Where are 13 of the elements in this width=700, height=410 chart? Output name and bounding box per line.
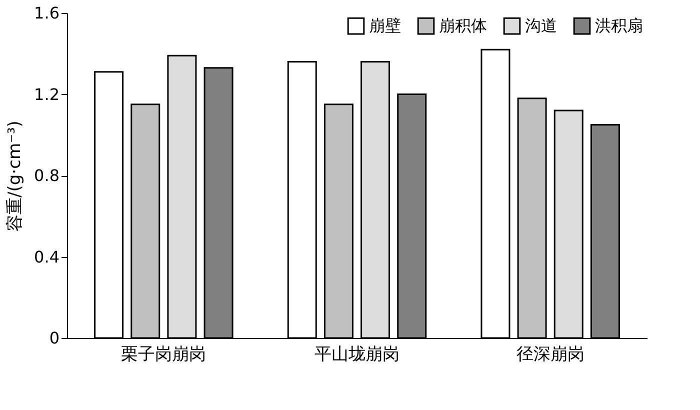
x-tick-label: 平山垅崩岗 xyxy=(314,344,400,364)
y-tick-label: 0.8 xyxy=(34,166,60,185)
y-tick-label: 1.2 xyxy=(34,84,60,104)
legend-label: 崩壁 xyxy=(369,16,401,36)
x-tick-label: 径深崩岗 xyxy=(516,344,584,364)
x-tick-label: 栗子岗崩岗 xyxy=(121,344,206,364)
y-tick-label: 0 xyxy=(49,328,60,348)
legend-label: 沟道 xyxy=(525,16,557,36)
y-tick-label: 0.4 xyxy=(34,247,60,266)
legend-label: 洪积扇 xyxy=(595,16,643,36)
legend-label: 崩积体 xyxy=(439,16,487,36)
y-axis-title: 容重/(g·cm⁻³) xyxy=(5,120,26,232)
y-tick-label: 1.6 xyxy=(34,4,60,22)
